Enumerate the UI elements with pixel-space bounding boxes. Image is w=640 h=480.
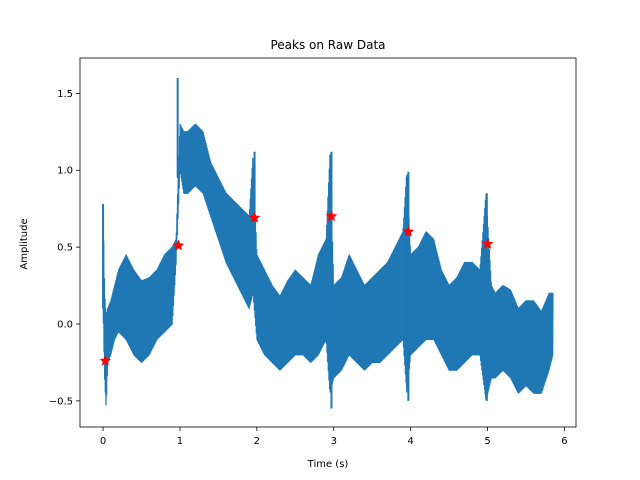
peak-marker — [99, 354, 112, 366]
x-tick-label: 4 — [407, 436, 413, 447]
x-tick-label: 1 — [177, 436, 183, 447]
x-tick-label: 6 — [561, 436, 567, 447]
x-tick-label: 5 — [484, 436, 490, 447]
x-axis-title: Time (s) — [307, 459, 349, 470]
chart-title: Peaks on Raw Data — [270, 38, 385, 52]
plot-frame — [79, 57, 577, 428]
peak-marker — [172, 239, 185, 251]
y-axis-title: Amplitude — [19, 218, 30, 269]
x-axis-ticks: 0 1 2 3 4 5 6 — [100, 427, 568, 447]
signal-line — [102, 123, 554, 406]
y-tick-label: 0.5 — [57, 243, 73, 254]
y-tick-label: 0.0 — [57, 319, 73, 330]
x-tick-label: 2 — [254, 436, 260, 447]
peak-marker — [248, 211, 261, 223]
x-tick-label: 3 — [331, 436, 337, 447]
y-tick-label: 1.0 — [57, 166, 73, 177]
y-axis-ticks: −0.5 0.0 0.5 1.0 1.5 — [49, 89, 80, 407]
series-layer — [102, 77, 554, 409]
x-tick-label: 0 — [100, 436, 106, 447]
peaks-layer — [99, 210, 494, 366]
y-tick-label: −0.5 — [49, 396, 73, 407]
y-tick-label: 1.5 — [57, 89, 73, 100]
peak-marker — [402, 225, 415, 237]
peak-marker — [481, 237, 494, 249]
peak-marker — [325, 210, 338, 222]
